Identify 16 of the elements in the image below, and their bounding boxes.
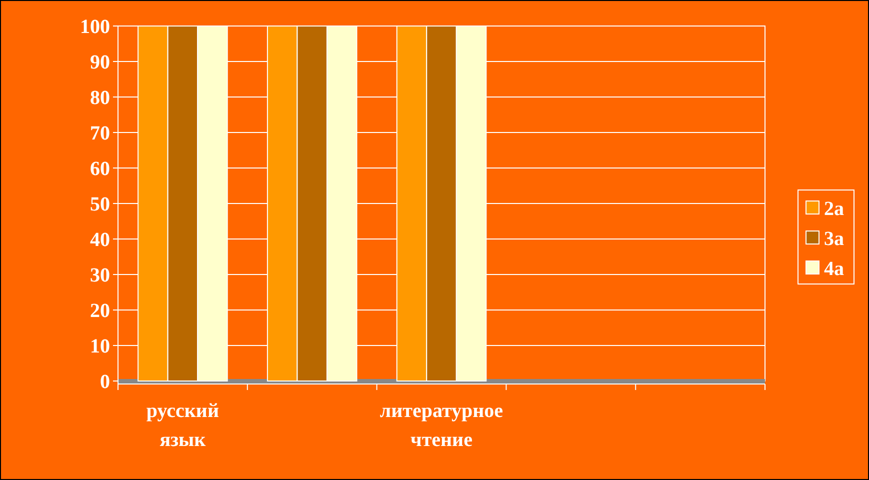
legend-label: 2а (824, 198, 844, 220)
y-tick-label: 60 (90, 158, 110, 180)
y-tick-label: 80 (90, 87, 110, 109)
y-tick-label: 50 (90, 194, 110, 216)
y-tick-label: 70 (90, 122, 110, 144)
x-tick-label: литературное чтение (380, 400, 504, 451)
y-tick-label: 90 (90, 52, 110, 74)
y-tick-label: 40 (90, 229, 110, 251)
y-tick-label: 0 (100, 371, 110, 393)
x-tick-label: русский язык (146, 400, 219, 451)
legend-label: 4а (824, 258, 844, 280)
legend-label: 3а (824, 228, 844, 250)
y-tick-label: 30 (90, 264, 110, 286)
y-tick-label: 100 (80, 16, 110, 38)
y-tick-label: 20 (90, 300, 110, 322)
y-tick-label: 10 (90, 336, 110, 358)
